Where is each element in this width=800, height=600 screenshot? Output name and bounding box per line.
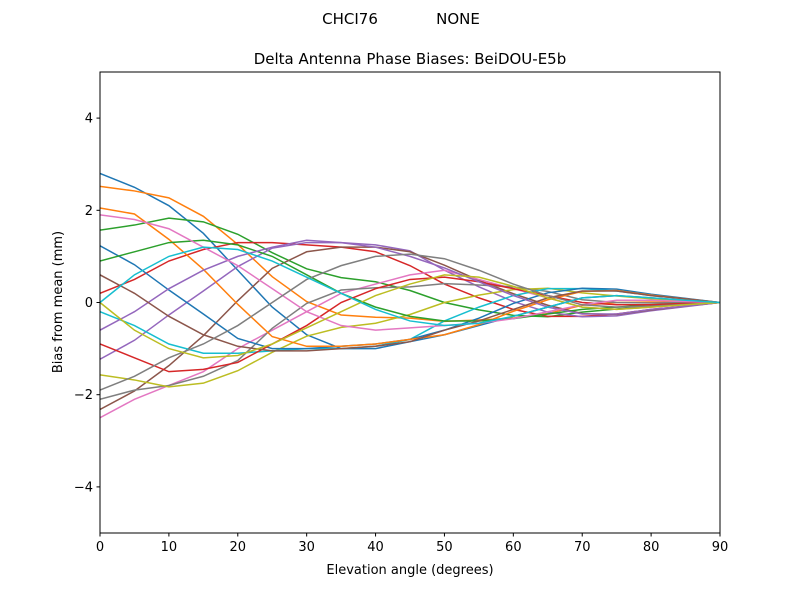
x-axis: 0 10 20 30 40 50 60 70 80 90 <box>96 533 728 555</box>
series-line-s19 <box>100 274 720 359</box>
y-axis: −4 −2 0 2 4 <box>74 112 100 495</box>
series-line-s5 <box>100 241 720 360</box>
series-line-s8 <box>100 282 720 401</box>
suptitle-left: CHCI76 <box>322 10 378 28</box>
x-tick-label: 70 <box>574 540 591 555</box>
x-tick-label: 80 <box>643 540 660 555</box>
series-line-s14 <box>100 276 720 373</box>
x-tick-label: 60 <box>505 540 522 555</box>
chart-title: Delta Antenna Phase Biases: BeiDOU-E5b <box>254 50 567 68</box>
x-tick-label: 30 <box>298 540 315 555</box>
x-tick-label: 50 <box>436 540 453 555</box>
suptitle-right: NONE <box>436 10 480 28</box>
series-line-s18 <box>100 253 720 391</box>
y-axis-label: Bias from mean (mm) <box>51 231 66 373</box>
y-tick-label: 2 <box>85 204 93 219</box>
y-tick-label: −4 <box>74 480 93 495</box>
x-tick-label: 90 <box>712 540 729 555</box>
x-tick-label: 20 <box>230 540 247 555</box>
series-lines <box>100 172 720 419</box>
y-tick-label: 4 <box>85 112 93 127</box>
series-line-s16 <box>100 274 720 352</box>
y-tick-label: 0 <box>85 296 93 311</box>
series-line-s15 <box>100 239 720 331</box>
x-tick-label: 10 <box>161 540 178 555</box>
x-axis-label: Elevation angle (degrees) <box>326 563 493 578</box>
x-tick-label: 0 <box>96 540 104 555</box>
y-tick-label: −2 <box>74 388 93 403</box>
series-line-s20 <box>100 246 720 327</box>
x-tick-label: 40 <box>367 540 384 555</box>
